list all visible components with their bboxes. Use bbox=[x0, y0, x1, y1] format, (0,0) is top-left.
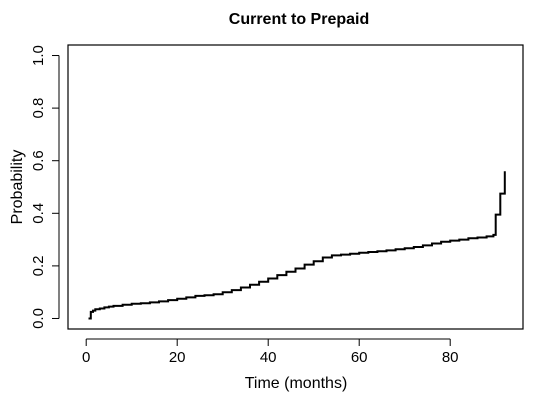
y-tick-label: 0.8 bbox=[30, 98, 47, 119]
x-axis: 0 20 40 60 80 bbox=[82, 338, 459, 366]
x-tick-label: 0 bbox=[82, 349, 90, 366]
y-axis-label: Probability bbox=[9, 150, 26, 225]
x-tick-label: 80 bbox=[442, 349, 459, 366]
series-line bbox=[88, 171, 506, 320]
y-tick-label: 0.4 bbox=[30, 203, 47, 224]
chart-title: Current to Prepaid bbox=[229, 11, 369, 28]
x-tick-label: 20 bbox=[169, 349, 186, 366]
y-tick-label: 0.6 bbox=[30, 150, 47, 171]
y-tick-label: 0.0 bbox=[30, 308, 47, 329]
x-tick-label: 60 bbox=[351, 349, 368, 366]
x-axis-label: Time (months) bbox=[245, 375, 348, 392]
y-tick-label: 0.2 bbox=[30, 255, 47, 276]
y-axis: 0.0 0.2 0.4 0.6 0.8 1.0 bbox=[30, 45, 60, 329]
plot-frame bbox=[67, 44, 524, 330]
y-tick-label: 1.0 bbox=[30, 45, 47, 66]
x-tick-label: 40 bbox=[260, 349, 277, 366]
